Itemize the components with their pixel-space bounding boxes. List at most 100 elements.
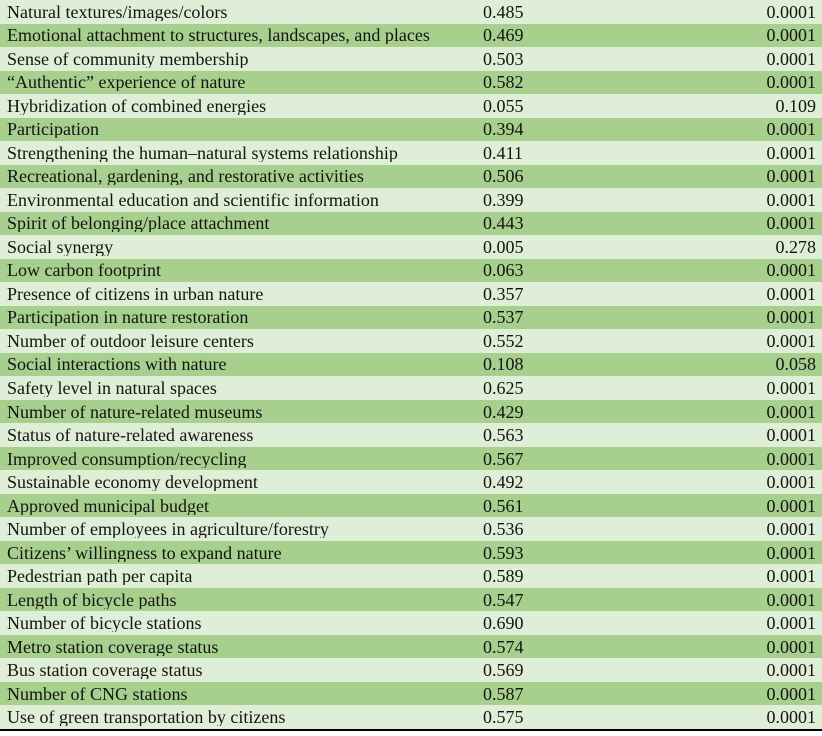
indicator-cell: Hybridization of combined energies: [7, 96, 267, 115]
p-value-cell: 0.0001: [766, 25, 817, 46]
coefficient-cell: 0.357: [483, 283, 524, 304]
table-row: Number of employees in agriculture/fores…: [0, 517, 822, 541]
indicator-cell: Number of CNG stations: [7, 684, 188, 703]
coefficient-cell: 0.582: [483, 72, 524, 93]
indicator-cell: Safety level in natural spaces: [7, 379, 217, 397]
p-value-cell: 0.0001: [766, 495, 817, 516]
p-value-cell: 0.0001: [766, 119, 817, 140]
indicator-cell: Natural textures/images/colors: [7, 2, 228, 21]
p-value-cell: 0.0001: [766, 519, 817, 540]
p-value-cell: 0.0001: [766, 166, 817, 187]
p-value-cell: 0.0001: [766, 189, 817, 210]
p-value-cell: 0.0001: [766, 683, 817, 704]
coefficient-cell: 0.552: [483, 330, 524, 351]
indicator-cell: Participation: [7, 120, 99, 139]
indicator-cell: Emotional attachment to structures, land…: [7, 26, 430, 45]
coefficient-cell: 0.108: [483, 354, 524, 375]
indicator-cell: Bus station coverage status: [7, 661, 203, 680]
table-row: Sense of community membership 0.503 0.00…: [0, 47, 822, 71]
table-row: Recreational, gardening, and restorative…: [0, 164, 822, 189]
indicator-cell: Recreational, gardening, and restorative…: [7, 167, 364, 186]
indicator-cell: Sense of community membership: [7, 49, 249, 68]
p-value-cell: 0.0001: [766, 283, 817, 304]
indicator-cell: Approved municipal budget: [7, 496, 209, 515]
indicator-cell: Social interactions with nature: [7, 355, 227, 374]
table-row: Strengthening the human–natural systems …: [0, 141, 822, 165]
table-row: Status of nature-related awareness 0.563…: [0, 423, 822, 447]
coefficient-cell: 0.055: [483, 95, 524, 116]
p-value-cell: 0.0001: [766, 542, 817, 563]
coefficient-cell: 0.063: [483, 260, 524, 281]
indicator-cell: Participation in nature restoration: [7, 308, 249, 327]
indicator-cell: Number of bicycle stations: [7, 614, 202, 633]
table-row: Number of CNG stations 0.587 0.0001: [0, 681, 822, 706]
coefficient-cell: 0.563: [483, 425, 524, 446]
coefficient-cell: 0.485: [483, 1, 524, 22]
table-row: Number of outdoor leisure centers 0.552 …: [0, 329, 822, 353]
p-value-cell: 0.0001: [766, 378, 817, 398]
table-row: Metro station coverage status 0.574 0.00…: [0, 634, 822, 659]
indicator-cell: Presence of citizens in urban nature: [7, 284, 264, 303]
coefficient-cell: 0.429: [483, 401, 524, 422]
coefficient-cell: 0.575: [483, 707, 524, 728]
indicator-cell: Status of nature-related awareness: [7, 426, 254, 445]
p-value-cell: 0.0001: [766, 213, 817, 234]
coefficient-cell: 0.443: [483, 213, 524, 234]
indicator-cell: Citizens’ willingness to expand nature: [7, 543, 282, 562]
table-row: Social interactions with nature 0.108 0.…: [0, 352, 822, 377]
indicator-cell: Improved consumption/recycling: [7, 449, 247, 468]
p-value-cell: 0.109: [775, 95, 817, 116]
indicator-cell: Number of employees in agriculture/fores…: [7, 520, 329, 539]
coefficient-cell: 0.536: [483, 519, 524, 540]
p-value-cell: 0.278: [775, 236, 817, 257]
p-value-cell: 0.0001: [766, 1, 817, 22]
p-value-cell: 0.0001: [766, 48, 817, 69]
table-row: Improved consumption/recycling 0.567 0.0…: [0, 446, 822, 471]
p-value-cell: 0.0001: [766, 401, 817, 422]
coefficient-cell: 0.561: [483, 495, 524, 516]
indicator-cell: “Authentic” experience of nature: [7, 73, 246, 92]
table-row: Approved municipal budget 0.561 0.0001: [0, 493, 822, 518]
p-value-cell: 0.058: [775, 354, 817, 375]
table-row: Sustainable economy development 0.492 0.…: [0, 470, 822, 494]
p-value-cell: 0.0001: [766, 330, 817, 351]
indicator-cell: Sustainable economy development: [7, 473, 258, 492]
p-value-cell: 0.0001: [766, 660, 817, 681]
coefficient-cell: 0.587: [483, 683, 524, 704]
table-row: Participation 0.394 0.0001: [0, 117, 822, 142]
p-value-cell: 0.0001: [766, 307, 817, 328]
table-row: “Authentic” experience of nature 0.582 0…: [0, 70, 822, 95]
table-row: Number of bicycle stations 0.690 0.0001: [0, 611, 822, 635]
p-value-cell: 0.0001: [766, 448, 817, 469]
p-value-cell: 0.0001: [766, 707, 817, 728]
coefficient-cell: 0.589: [483, 566, 524, 587]
p-value-cell: 0.0001: [766, 72, 817, 93]
coefficient-cell: 0.506: [483, 166, 524, 187]
table-row: Length of bicycle paths 0.547 0.0001: [0, 587, 822, 612]
coefficient-cell: 0.569: [483, 660, 524, 681]
coefficient-cell: 0.399: [483, 189, 524, 210]
table-row: Pedestrian path per capita 0.589 0.0001: [0, 564, 822, 588]
p-value-cell: 0.0001: [766, 589, 817, 610]
table-row: Safety level in natural spaces 0.625 0.0…: [0, 376, 822, 400]
table-row: Natural textures/images/colors 0.485 0.0…: [0, 0, 822, 24]
indicator-cell: Number of nature-related museums: [7, 402, 263, 421]
table-row: Presence of citizens in urban nature 0.3…: [0, 282, 822, 306]
indicator-cell: Metro station coverage status: [7, 637, 219, 656]
coefficient-cell: 0.625: [483, 378, 524, 398]
indicator-cell: Low carbon footprint: [7, 261, 161, 280]
p-value-cell: 0.0001: [766, 142, 817, 163]
indicator-cell: Length of bicycle paths: [7, 590, 177, 609]
coefficient-cell: 0.690: [483, 613, 524, 634]
p-value-cell: 0.0001: [766, 260, 817, 281]
table-row: Citizens’ willingness to expand nature 0…: [0, 540, 822, 565]
coefficient-cell: 0.394: [483, 119, 524, 140]
p-value-cell: 0.0001: [766, 566, 817, 587]
indicator-cell: Use of green transportation by citizens: [7, 708, 286, 727]
p-value-cell: 0.0001: [766, 636, 817, 657]
coefficient-cell: 0.537: [483, 307, 524, 328]
table-row: Use of green transportation by citizens …: [0, 705, 822, 729]
indicator-cell: Number of outdoor leisure centers: [7, 331, 254, 350]
table-row: Participation in nature restoration 0.53…: [0, 305, 822, 330]
coefficient-cell: 0.411: [483, 142, 523, 163]
